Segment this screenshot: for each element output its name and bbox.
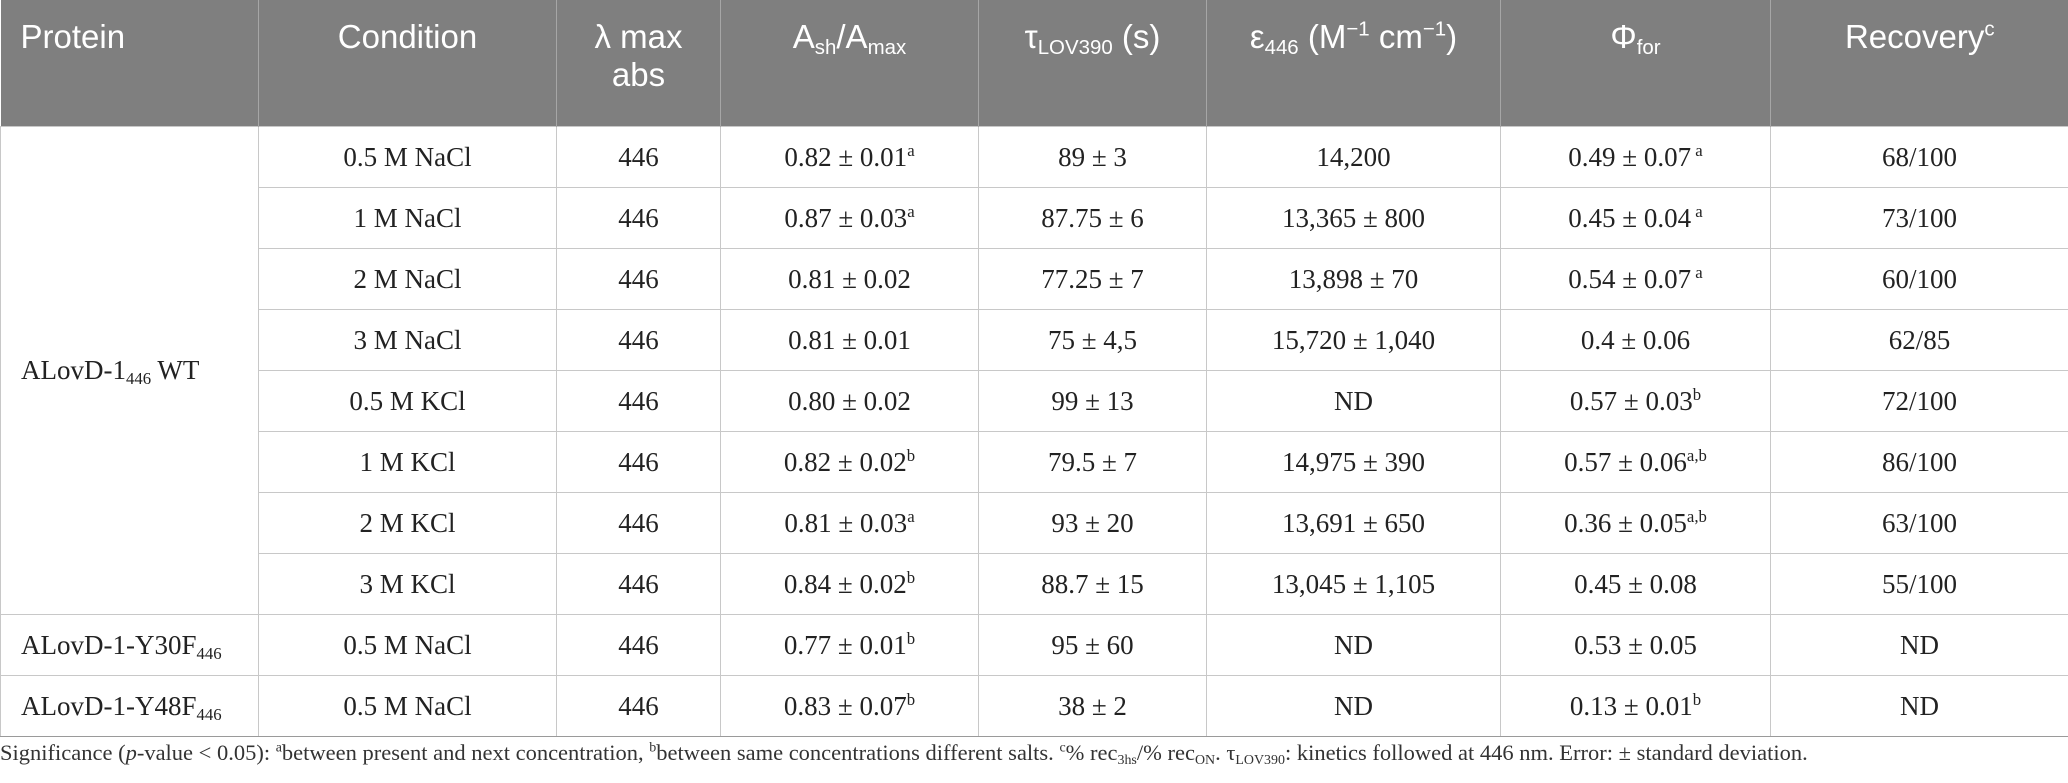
epsilon-cell: 13,898 ± 70 [1206,248,1501,310]
phi-cell: 0.57 ± 0.06a,b [1500,431,1771,493]
recovery-cell: 68/100 [1770,126,2068,188]
header-tau: τLOV390 (s) [978,0,1207,127]
table-body: ALovD-1446 WT 0.5 M NaCl 446 0.82 ± 0.01… [0,126,2068,737]
condition-cell: 3 M NaCl [258,309,557,371]
table-footnote: Significance (p-value < 0.05): abetween … [0,740,1808,769]
lambda-cell: 446 [556,309,721,371]
condition-cell: 2 M NaCl [258,248,557,310]
lambda-cell: 446 [556,553,721,615]
table-header: Protein Condition λ max abs Ash/Amax τLOV… [0,0,2068,127]
recovery-cell: 60/100 [1770,248,2068,310]
table-row: 3 M NaCl 446 0.81 ± 0.01 75 ± 4,5 15,720… [1,309,2068,371]
ratio-cell: 0.82 ± 0.01a [720,126,979,188]
tau-cell: 79.5 ± 7 [978,431,1207,493]
epsilon-cell: 15,720 ± 1,040 [1206,309,1501,371]
lambda-cell: 446 [556,431,721,493]
header-condition: Condition [258,0,557,127]
tau-cell: 89 ± 3 [978,126,1207,188]
header-lambda-max: λ max abs [556,0,721,127]
table-row: 3 M KCl 446 0.84 ± 0.02b 88.7 ± 15 13,04… [1,553,2068,615]
recovery-cell: 86/100 [1770,431,2068,493]
ratio-cell: 0.82 ± 0.02b [720,431,979,493]
tau-cell: 93 ± 20 [978,492,1207,554]
lambda-cell: 446 [556,614,721,676]
table-row: 2 M KCl 446 0.81 ± 0.03a 93 ± 20 13,691 … [1,492,2068,554]
header-row: Protein Condition λ max abs Ash/Amax τLOV… [0,0,2068,127]
header-recovery: Recoveryc [1770,0,2068,127]
lambda-cell: 446 [556,248,721,310]
header-phi: Φfor [1500,0,1771,127]
phi-cell: 0.45 ± 0.04 a [1500,187,1771,249]
phi-cell: 0.57 ± 0.03b [1500,370,1771,432]
ratio-cell: 0.81 ± 0.01 [720,309,979,371]
data-table-container: Protein Condition λ max abs Ash/Amax τLOV… [0,0,2068,737]
ratio-cell: 0.87 ± 0.03a [720,187,979,249]
recovery-cell: 73/100 [1770,187,2068,249]
lambda-cell: 446 [556,492,721,554]
tau-cell: 75 ± 4,5 [978,309,1207,371]
recovery-cell: 63/100 [1770,492,2068,554]
condition-cell: 0.5 M NaCl [258,614,557,676]
header-protein: Protein [0,0,259,127]
table-row: 2 M NaCl 446 0.81 ± 0.02 77.25 ± 7 13,89… [1,248,2068,310]
condition-cell: 0.5 M NaCl [258,126,557,188]
phi-cell: 0.13 ± 0.01b [1500,675,1771,737]
ratio-cell: 0.77 ± 0.01b [720,614,979,676]
recovery-cell: 55/100 [1770,553,2068,615]
phi-cell: 0.45 ± 0.08 [1500,553,1771,615]
epsilon-cell: ND [1206,675,1501,737]
condition-cell: 1 M KCl [258,431,557,493]
epsilon-cell: ND [1206,614,1501,676]
recovery-cell: 72/100 [1770,370,2068,432]
phi-cell: 0.49 ± 0.07 a [1500,126,1771,188]
tau-cell: 99 ± 13 [978,370,1207,432]
ratio-cell: 0.83 ± 0.07b [720,675,979,737]
results-table: Protein Condition λ max abs Ash/Amax τLOV… [0,0,2068,737]
ratio-cell: 0.84 ± 0.02b [720,553,979,615]
protein-cell-wt: ALovD-1446 WT [0,126,259,615]
ratio-cell: 0.81 ± 0.03a [720,492,979,554]
recovery-cell: ND [1770,614,2068,676]
tau-cell: 38 ± 2 [978,675,1207,737]
table-row: 1 M NaCl 446 0.87 ± 0.03a 87.75 ± 6 13,3… [1,187,2068,249]
epsilon-cell: 14,975 ± 390 [1206,431,1501,493]
epsilon-cell: ND [1206,370,1501,432]
tau-cell: 77.25 ± 7 [978,248,1207,310]
table-row: 0.5 M KCl 446 0.80 ± 0.02 99 ± 13 ND 0.5… [1,370,2068,432]
recovery-cell: ND [1770,675,2068,737]
lambda-cell: 446 [556,370,721,432]
condition-cell: 0.5 M NaCl [258,675,557,737]
lambda-cell: 446 [556,675,721,737]
phi-cell: 0.53 ± 0.05 [1500,614,1771,676]
protein-cell-y30f: ALovD-1-Y30F446 [0,614,259,676]
tau-cell: 87.75 ± 6 [978,187,1207,249]
condition-cell: 2 M KCl [258,492,557,554]
epsilon-cell: 13,691 ± 650 [1206,492,1501,554]
header-epsilon: ε446 (M−1 cm−1) [1206,0,1501,127]
header-absorbance-ratio: Ash/Amax [720,0,979,127]
phi-cell: 0.4 ± 0.06 [1500,309,1771,371]
epsilon-cell: 13,365 ± 800 [1206,187,1501,249]
condition-cell: 1 M NaCl [258,187,557,249]
ratio-cell: 0.80 ± 0.02 [720,370,979,432]
condition-cell: 3 M KCl [258,553,557,615]
phi-cell: 0.36 ± 0.05a,b [1500,492,1771,554]
epsilon-cell: 14,200 [1206,126,1501,188]
phi-cell: 0.54 ± 0.07 a [1500,248,1771,310]
lambda-cell: 446 [556,187,721,249]
table-row: ALovD-1-Y30F446 0.5 M NaCl 446 0.77 ± 0.… [0,614,2068,676]
epsilon-cell: 13,045 ± 1,105 [1206,553,1501,615]
lambda-cell: 446 [556,126,721,188]
condition-cell: 0.5 M KCl [258,370,557,432]
table-row: ALovD-1446 WT 0.5 M NaCl 446 0.82 ± 0.01… [0,126,2068,615]
recovery-cell: 62/85 [1770,309,2068,371]
tau-cell: 95 ± 60 [978,614,1207,676]
protein-cell-y48f: ALovD-1-Y48F446 [0,675,259,737]
table-row: ALovD-1-Y48F446 0.5 M NaCl 446 0.83 ± 0.… [0,675,2068,737]
table-row: 1 M KCl 446 0.82 ± 0.02b 79.5 ± 7 14,975… [1,431,2068,493]
tau-cell: 88.7 ± 15 [978,553,1207,615]
ratio-cell: 0.81 ± 0.02 [720,248,979,310]
